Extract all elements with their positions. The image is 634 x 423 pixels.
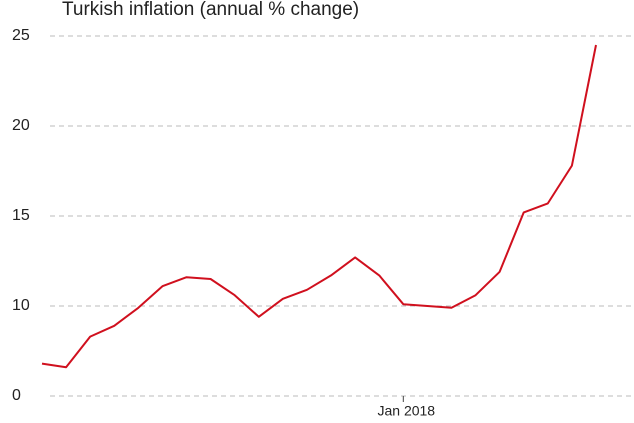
y-tick-label: 25 <box>12 27 30 44</box>
y-tick-label: 15 <box>12 207 30 224</box>
y-tick-label: 20 <box>12 117 30 134</box>
x-tick-label: Jan 2018 <box>377 403 435 419</box>
y-tick-label: 10 <box>12 297 30 314</box>
y-tick-label: 0 <box>12 387 21 404</box>
chart-title: Turkish inflation (annual % change) <box>62 0 359 20</box>
line-series <box>41 44 597 369</box>
